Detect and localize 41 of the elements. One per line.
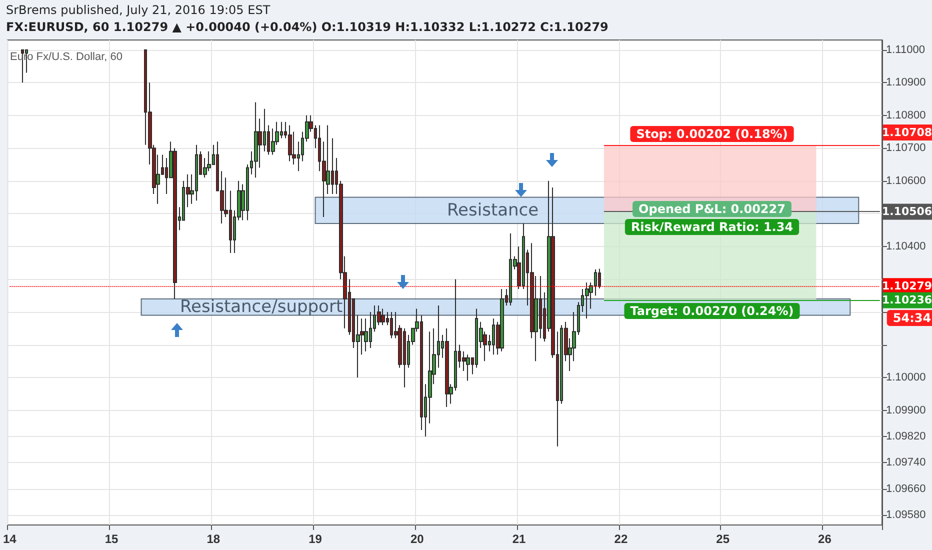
band-label: Resistance/support [180,297,343,318]
candlestick [466,354,470,382]
y-tick-label: 1.10400 [886,240,926,252]
text: 54:34 [892,311,932,325]
y-tick-label: 1.11000 [886,44,925,56]
x-tick-label: 22 [614,532,628,546]
y-tick-label: 1.10800 [886,109,926,122]
annotation: Target: 0.00270 (0.24%) [630,304,794,318]
candlestick [445,328,449,408]
y-tick-label: 1.09820 [886,430,926,443]
ref-line-label: 1.10279 [882,280,932,293]
ref-line-label: 1.10236 [882,294,932,307]
x-tick-label: 15 [104,532,119,546]
ref-line-label: 1.10708 [882,126,932,140]
y-tick-label: 1.10900 [886,76,926,89]
candlestick [381,308,385,326]
band-label: Resistance [447,200,539,220]
x-tick-label: 26 [818,532,832,546]
x-tick-label: 19 [308,532,322,546]
y-tick-label: 1.10000 [886,372,926,384]
y-tick-label: 1.09900 [886,404,926,416]
y-tick-label: 1.09740 [886,456,926,469]
candlestick [288,124,292,162]
annotation: Stop: 0.00202 (0.18%) [636,127,788,141]
chart-title: FX:EURUSD, 60 1.10279 ▲ +0.00040 (+0.04%) O:1.10319 H:1.10332 L:1.10272 C:1.10279 [6,20,608,34]
y-tick-label: 1.10700 [886,142,926,154]
chart-subtitle: SrBrems published, July 21, 2016 19:05 EST [6,3,270,17]
ref-line-label: 1.10506 [882,205,932,218]
annotation: Risk/Reward Ratio: 1.34 [630,220,794,234]
annotation: Opened P&L: 0.00227 [638,202,786,216]
x-tick-label: 14 [2,532,17,546]
x-tick-label: 20 [410,532,424,546]
x-tick-label: 21 [512,532,526,546]
y-tick-label: 1.10600 [886,174,926,187]
candlestick [500,288,504,352]
y-tick-label: 1.09580 [886,509,926,522]
candlestick [585,282,589,320]
candlestick [254,102,258,178]
x-tick-label: 25 [716,532,730,546]
x-tick-label: 18 [206,532,220,546]
y-tick-label: 1.09660 [886,482,926,495]
